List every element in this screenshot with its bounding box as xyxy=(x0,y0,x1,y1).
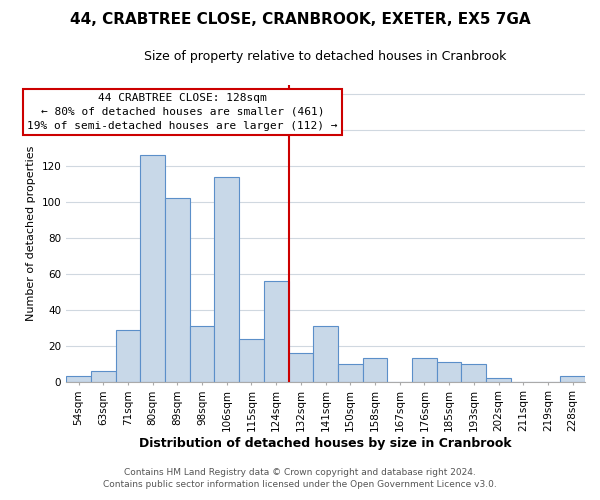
Bar xyxy=(66,376,91,382)
Y-axis label: Number of detached properties: Number of detached properties xyxy=(26,146,36,321)
Bar xyxy=(461,364,486,382)
Bar xyxy=(338,364,362,382)
Bar xyxy=(362,358,388,382)
Bar xyxy=(313,326,338,382)
Bar xyxy=(165,198,190,382)
Bar xyxy=(289,353,313,382)
Bar xyxy=(214,176,239,382)
Text: 44, CRABTREE CLOSE, CRANBROOK, EXETER, EX5 7GA: 44, CRABTREE CLOSE, CRANBROOK, EXETER, E… xyxy=(70,12,530,28)
Bar xyxy=(140,155,165,382)
Bar xyxy=(190,326,214,382)
X-axis label: Distribution of detached houses by size in Cranbrook: Distribution of detached houses by size … xyxy=(139,437,512,450)
Bar xyxy=(91,371,116,382)
Bar xyxy=(239,338,264,382)
Bar xyxy=(412,358,437,382)
Bar xyxy=(560,376,585,382)
Bar xyxy=(116,330,140,382)
Text: 44 CRABTREE CLOSE: 128sqm
← 80% of detached houses are smaller (461)
19% of semi: 44 CRABTREE CLOSE: 128sqm ← 80% of detac… xyxy=(27,93,338,131)
Text: Contains HM Land Registry data © Crown copyright and database right 2024.
Contai: Contains HM Land Registry data © Crown c… xyxy=(103,468,497,489)
Bar xyxy=(264,281,289,382)
Bar xyxy=(437,362,461,382)
Title: Size of property relative to detached houses in Cranbrook: Size of property relative to detached ho… xyxy=(145,50,507,63)
Bar xyxy=(486,378,511,382)
